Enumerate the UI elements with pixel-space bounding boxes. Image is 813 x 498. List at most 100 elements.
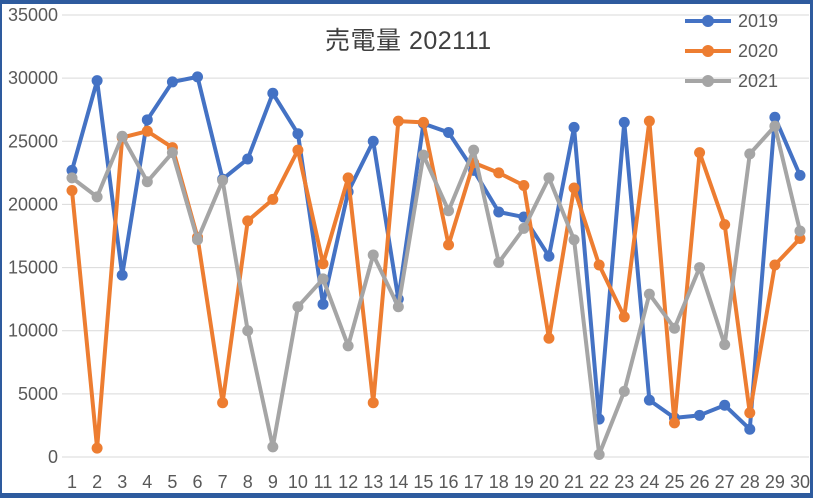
data-point bbox=[192, 234, 204, 246]
chart-title: 売電量 202111 bbox=[325, 27, 492, 55]
y-axis-label: 15000 bbox=[8, 258, 58, 278]
data-point bbox=[668, 417, 680, 429]
data-point bbox=[367, 397, 379, 409]
x-axis-label: 24 bbox=[639, 472, 659, 492]
data-point bbox=[618, 311, 630, 323]
data-point bbox=[769, 259, 781, 271]
data-point bbox=[618, 385, 630, 397]
data-point bbox=[342, 340, 354, 352]
data-point bbox=[744, 423, 756, 435]
y-axis-label: 35000 bbox=[8, 5, 58, 25]
x-axis-label: 8 bbox=[243, 472, 253, 492]
data-point bbox=[719, 219, 731, 231]
x-axis-label: 23 bbox=[614, 472, 634, 492]
data-point bbox=[267, 87, 279, 99]
x-axis-label: 19 bbox=[514, 472, 534, 492]
data-point bbox=[694, 147, 706, 159]
data-point bbox=[568, 234, 580, 246]
data-point bbox=[392, 301, 404, 313]
series-2021[interactable] bbox=[66, 120, 806, 460]
series-2019[interactable] bbox=[66, 71, 806, 435]
data-point bbox=[292, 301, 304, 313]
data-point bbox=[694, 262, 706, 274]
x-axis-labels: 1 2 3 4 5 6 7 8 9 10 11 12 13 14 15 16 17 18 19 20 21 22 23 24 2… bbox=[67, 472, 810, 492]
data-point bbox=[568, 182, 580, 194]
y-axis-label: 20000 bbox=[8, 194, 58, 214]
data-point bbox=[769, 120, 781, 132]
data-point bbox=[267, 441, 279, 453]
x-axis-label: 27 bbox=[715, 472, 735, 492]
data-point bbox=[543, 332, 555, 344]
y-axis-label: 10000 bbox=[8, 321, 58, 341]
data-point bbox=[166, 147, 178, 159]
window-bottom-border bbox=[2, 493, 810, 498]
legend-marker-icon bbox=[685, 45, 731, 57]
x-axis-label: 5 bbox=[167, 472, 177, 492]
data-point bbox=[719, 339, 731, 351]
data-point bbox=[518, 179, 530, 191]
data-point bbox=[141, 125, 153, 137]
data-point bbox=[141, 114, 153, 126]
data-point bbox=[367, 135, 379, 147]
y-axis-label: 30000 bbox=[8, 68, 58, 88]
data-point bbox=[794, 225, 806, 237]
legend-marker-icon bbox=[685, 75, 731, 87]
data-point bbox=[794, 169, 806, 181]
x-axis-label: 22 bbox=[589, 472, 609, 492]
data-point bbox=[417, 149, 429, 161]
data-point bbox=[493, 167, 505, 179]
data-point bbox=[443, 239, 455, 251]
data-point bbox=[317, 298, 329, 310]
legend-label: 2020 bbox=[738, 40, 779, 61]
y-axis-label: 5000 bbox=[18, 384, 58, 404]
x-axis-label: 15 bbox=[413, 472, 433, 492]
data-point bbox=[242, 215, 254, 227]
legend-item-2019[interactable]: 2019 bbox=[685, 6, 778, 36]
data-point bbox=[292, 144, 304, 156]
data-point bbox=[744, 407, 756, 419]
x-axis-label: 1 bbox=[67, 472, 77, 492]
y-axis-labels: 0 5000 10000 15000 20000 25000 30000 35000 bbox=[8, 5, 58, 467]
x-axis-label: 29 bbox=[765, 472, 785, 492]
data-point bbox=[242, 325, 254, 337]
data-point bbox=[317, 273, 329, 285]
data-point bbox=[292, 128, 304, 140]
data-point bbox=[744, 148, 756, 160]
data-point bbox=[66, 185, 78, 197]
legend-label: 2021 bbox=[738, 70, 779, 91]
x-axis-label: 10 bbox=[288, 472, 308, 492]
legend-item-2021[interactable]: 2021 bbox=[685, 66, 778, 96]
data-point bbox=[116, 130, 128, 142]
x-axis-label: 12 bbox=[338, 472, 358, 492]
legend-label: 2019 bbox=[738, 10, 779, 31]
data-point bbox=[367, 249, 379, 261]
x-axis-label: 26 bbox=[690, 472, 710, 492]
x-axis-label: 6 bbox=[193, 472, 203, 492]
data-point bbox=[141, 176, 153, 188]
data-point bbox=[794, 233, 806, 245]
data-point bbox=[417, 116, 429, 128]
data-point bbox=[643, 288, 655, 300]
data-point bbox=[769, 111, 781, 123]
x-axis-label: 3 bbox=[117, 472, 127, 492]
chart-legend: 2019 2020 2021 bbox=[685, 6, 778, 96]
legend-item-2020[interactable]: 2020 bbox=[685, 36, 778, 66]
data-point bbox=[618, 116, 630, 128]
x-axis-label: 9 bbox=[268, 472, 278, 492]
data-point bbox=[543, 172, 555, 184]
data-point bbox=[643, 394, 655, 406]
x-axis-label: 2 bbox=[92, 472, 102, 492]
x-axis-label: 17 bbox=[464, 472, 484, 492]
data-point bbox=[694, 409, 706, 421]
x-axis-label: 16 bbox=[439, 472, 459, 492]
series-line-2021 bbox=[70, 124, 802, 457]
data-point bbox=[392, 115, 404, 127]
data-point bbox=[66, 164, 78, 176]
data-point bbox=[267, 193, 279, 205]
data-point bbox=[568, 121, 580, 133]
data-point bbox=[593, 259, 605, 271]
x-axis-label: 7 bbox=[218, 472, 228, 492]
data-point bbox=[719, 399, 731, 411]
data-point bbox=[443, 126, 455, 138]
